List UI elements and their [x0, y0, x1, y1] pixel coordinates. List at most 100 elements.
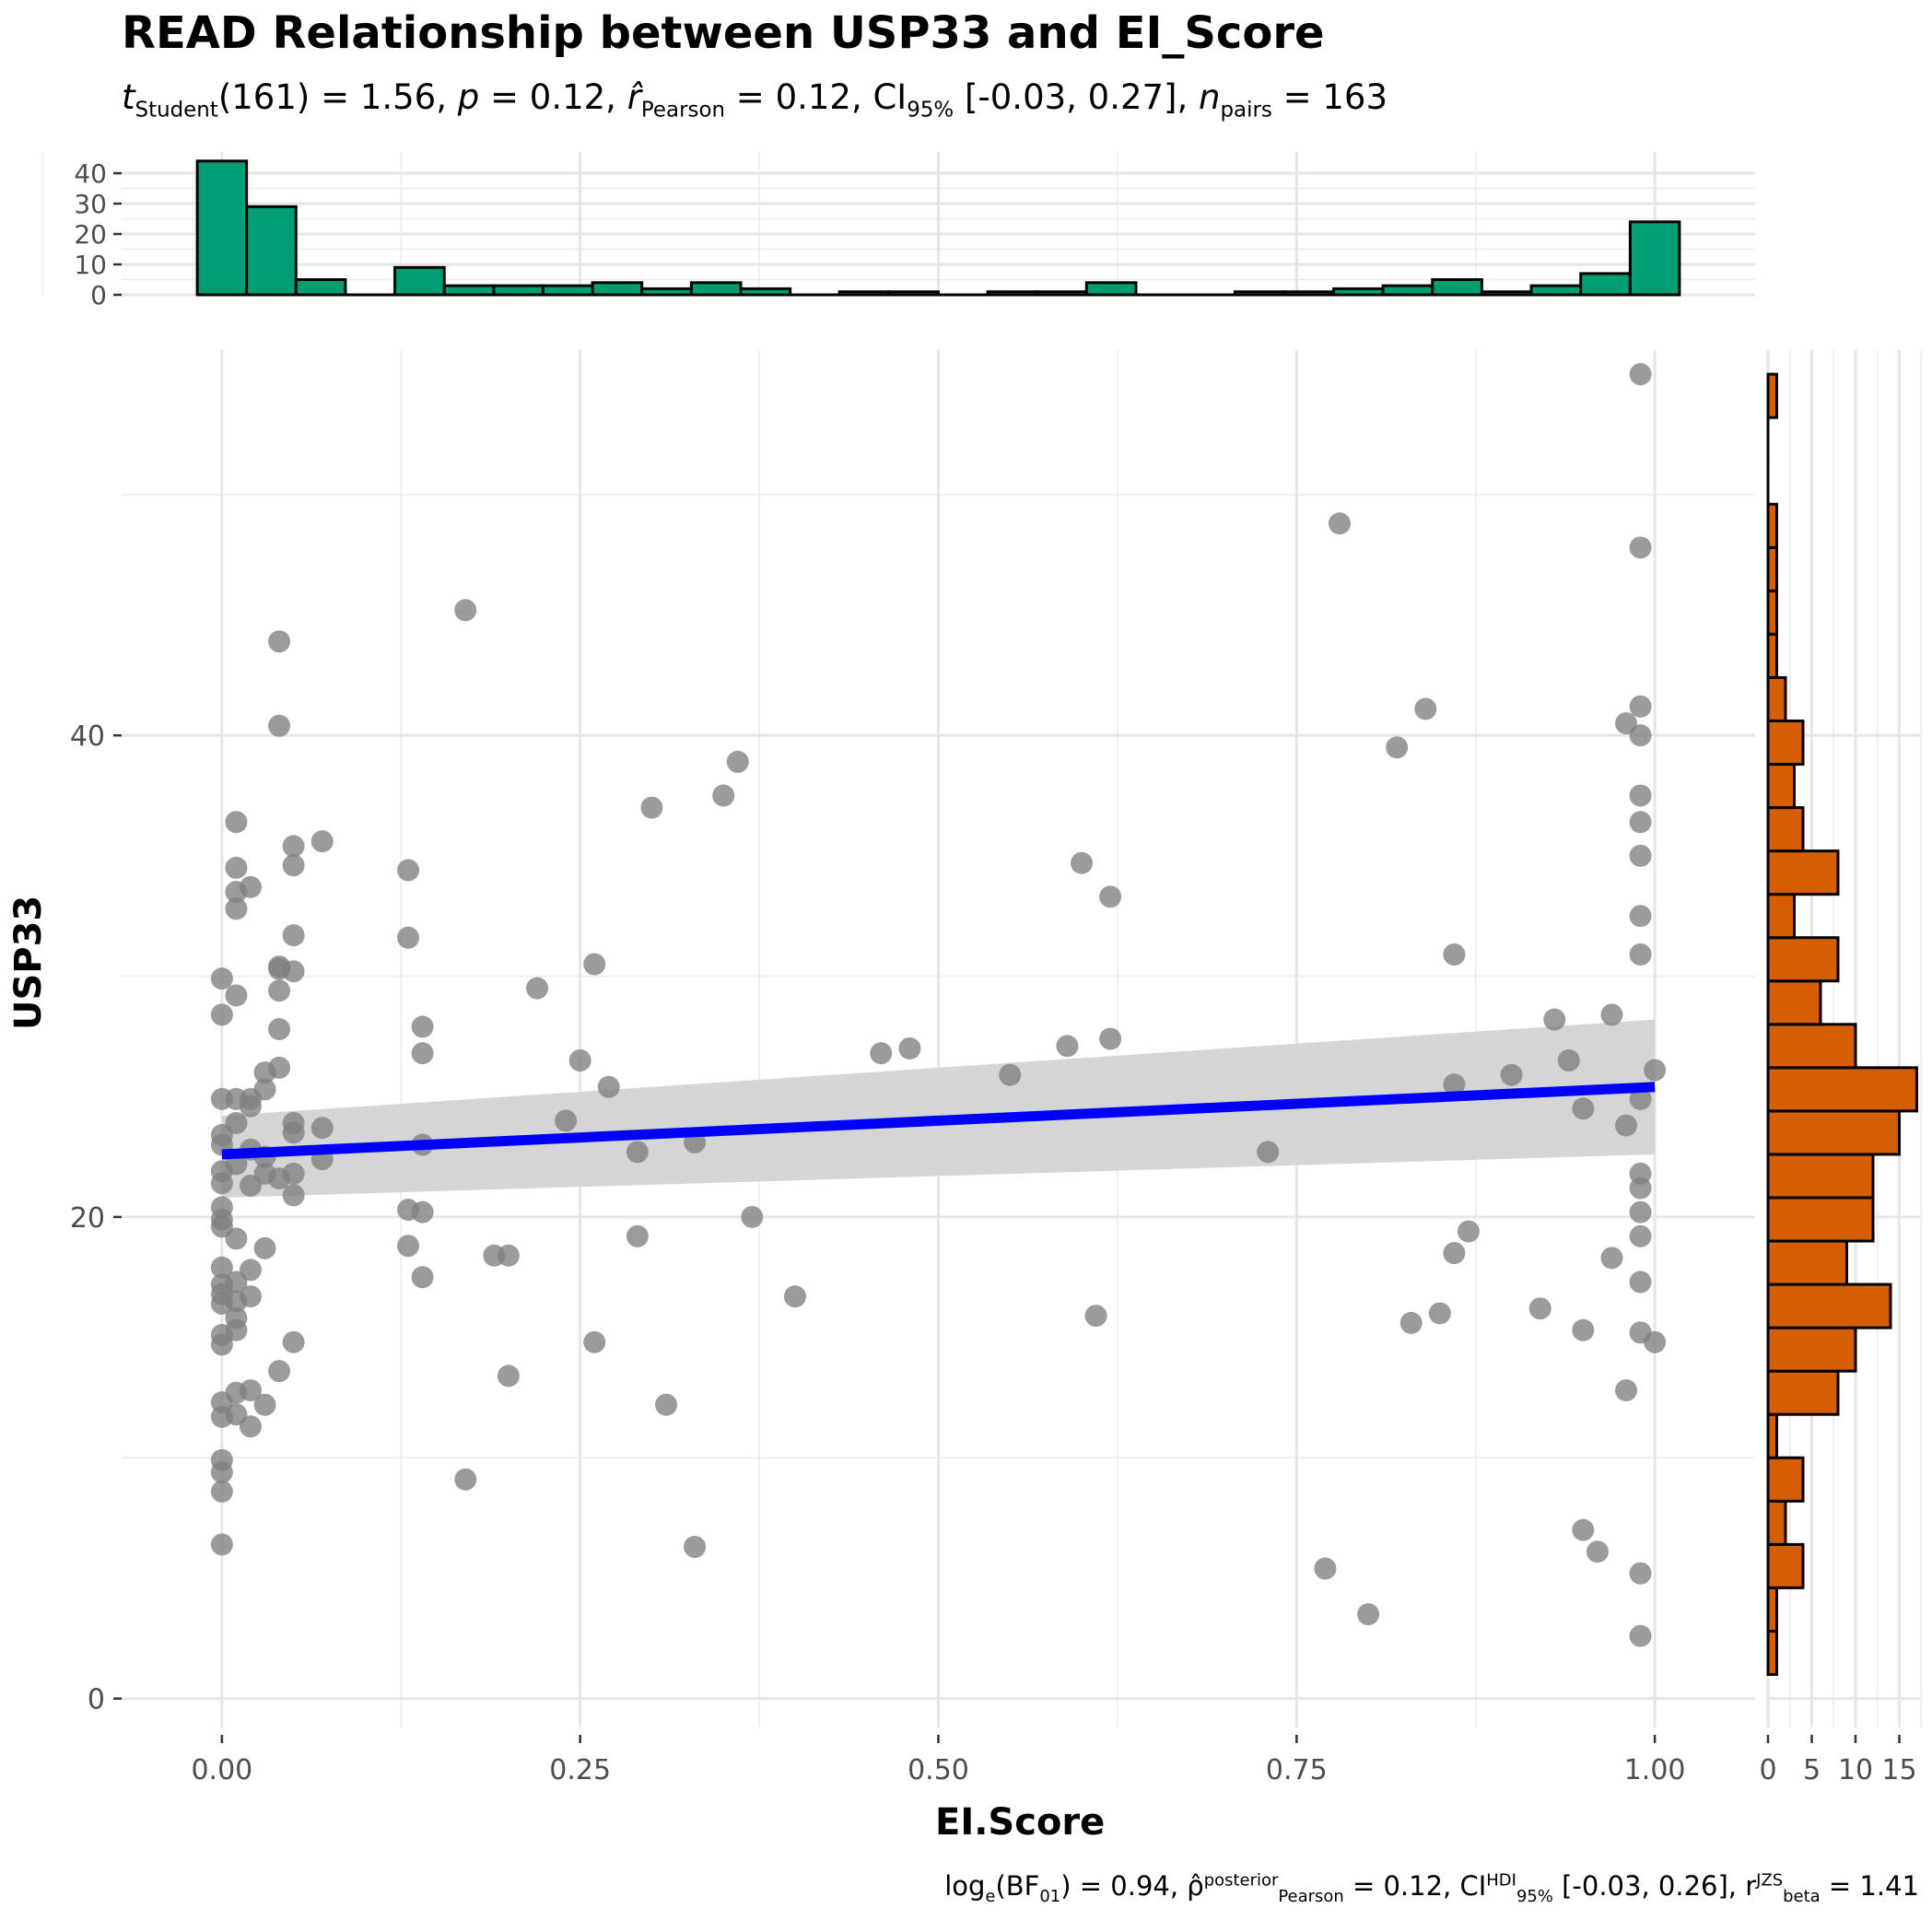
caption-sup3: posterior	[1203, 1870, 1279, 1891]
right-histogram-bars	[1766, 372, 1918, 1677]
y-axis-title: USP33	[7, 895, 50, 1030]
top-histogram-gridlines	[41, 152, 1755, 297]
right-histogram-bar	[1766, 720, 1805, 767]
data-point	[282, 1330, 305, 1353]
data-point	[225, 897, 248, 920]
data-point	[783, 1285, 806, 1308]
main-gridlines	[122, 350, 1755, 1727]
top-hist-y-tick-label: 40	[74, 158, 107, 189]
data-point	[1629, 943, 1652, 966]
data-point	[225, 881, 248, 904]
y-tick-label: 40	[70, 720, 105, 753]
data-point	[411, 1266, 434, 1289]
data-point	[1644, 1059, 1667, 1082]
top-hist-y-tick-label: 10	[74, 250, 107, 280]
data-point	[225, 856, 248, 879]
subtitle-n-sub: pairs	[1220, 98, 1272, 123]
data-point	[1629, 905, 1652, 928]
data-point	[1457, 1220, 1480, 1243]
data-point	[1629, 363, 1652, 386]
caption-part5: [-0.03, 0.26], r	[1552, 1870, 1757, 1902]
data-point	[397, 926, 420, 949]
caption-sub5: beta	[1783, 1886, 1821, 1906]
data-point	[555, 1109, 578, 1132]
data-point	[210, 1172, 233, 1195]
data-point	[210, 1405, 233, 1428]
subtitle-ci-sub: 95%	[907, 98, 954, 123]
top-histogram-bar	[837, 290, 891, 297]
regression-line-layer	[221, 1082, 1656, 1160]
data-point	[583, 1330, 606, 1353]
top-histogram-bar	[541, 284, 594, 297]
subtitle-r-value: = 0.12, CI	[725, 77, 907, 117]
data-point	[1629, 1200, 1652, 1224]
right-histogram-bar	[1766, 979, 1822, 1026]
data-point	[1099, 1027, 1122, 1050]
confidence-band	[221, 1019, 1656, 1198]
data-point	[411, 1200, 434, 1224]
data-point	[1257, 1141, 1280, 1164]
data-point	[411, 1042, 434, 1065]
x-tick-label: 0.00	[191, 1754, 252, 1786]
right-hist-x-tick-label: 5	[1803, 1754, 1821, 1786]
data-point	[1443, 1073, 1466, 1096]
data-point	[684, 1535, 707, 1558]
data-point	[268, 957, 291, 980]
data-point	[268, 1018, 291, 1041]
caption-sub2: 01	[1039, 1886, 1061, 1906]
data-point	[1615, 1379, 1638, 1402]
data-point	[898, 1036, 921, 1060]
x-tick-label: 0.25	[549, 1754, 611, 1786]
data-point	[741, 1205, 764, 1228]
top-hist-y-tick-label: 30	[74, 189, 107, 219]
top-histogram-bar	[492, 284, 544, 297]
right-histogram-bar	[1766, 1196, 1875, 1243]
data-point	[282, 924, 305, 947]
data-point	[999, 1063, 1022, 1086]
top-histogram-bar	[442, 284, 496, 297]
data-point	[526, 977, 549, 1000]
data-point	[397, 859, 420, 882]
data-point	[1629, 811, 1652, 834]
right-histogram-bar	[1766, 1499, 1787, 1546]
data-point	[1629, 784, 1652, 807]
data-point	[210, 1333, 233, 1356]
data-point	[1386, 736, 1409, 759]
data-point	[1357, 1603, 1380, 1626]
data-point	[268, 979, 291, 1002]
data-point	[497, 1244, 520, 1267]
top-histogram-bar	[1480, 290, 1533, 297]
data-point	[1629, 1087, 1652, 1110]
data-point	[225, 1227, 248, 1250]
data-point	[210, 1533, 233, 1556]
right-histogram-bar	[1766, 1239, 1848, 1286]
subtitle-p-label: p	[457, 77, 480, 117]
data-point	[282, 1121, 305, 1144]
right-histogram-bar	[1766, 806, 1805, 853]
data-point	[225, 984, 248, 1007]
data-point	[1572, 1318, 1595, 1341]
subtitle-r-sub: Pearson	[640, 98, 726, 123]
right-histogram-bar	[1766, 1456, 1805, 1503]
caption-part3: ) = 0.94, ρ̂	[1060, 1870, 1204, 1902]
right-histogram-bar	[1766, 1629, 1778, 1677]
data-point	[239, 1379, 262, 1402]
data-point	[1099, 885, 1122, 908]
data-point	[253, 1393, 276, 1416]
data-point	[454, 1468, 477, 1491]
right-histogram-bar	[1766, 545, 1778, 592]
top-histogram-bar	[591, 281, 644, 297]
top-histogram-bar	[887, 290, 941, 297]
x-axis-title: EI.Score	[935, 1801, 1106, 1844]
x-tick-label: 0.50	[907, 1754, 969, 1786]
data-point	[397, 1235, 420, 1258]
top-histogram-bar	[1628, 220, 1681, 297]
caption-sup4: HDI	[1486, 1870, 1516, 1891]
subtitle-n-value: = 163	[1271, 77, 1388, 117]
data-point	[282, 854, 305, 877]
top-histogram-bar	[1233, 290, 1286, 297]
top-histogram-bars	[195, 159, 1681, 297]
data-point	[1572, 1518, 1595, 1541]
right-histogram-bar	[1766, 936, 1840, 983]
